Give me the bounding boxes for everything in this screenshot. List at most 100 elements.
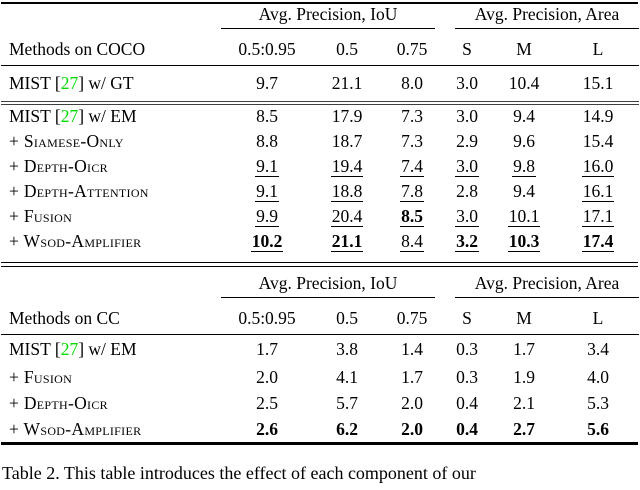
- group-header-iou-label: Avg. Precision, IoU: [221, 4, 436, 29]
- metric-cell: 10.3: [507, 230, 541, 253]
- metric-cell: 4.1: [336, 366, 358, 387]
- method-label: + Depth-Oicr: [9, 392, 108, 413]
- metric-cell: 4.0: [587, 366, 609, 387]
- metric-cell: 3.8: [336, 338, 358, 359]
- metric-cell: 15.1: [557, 65, 640, 102]
- table-separator-double-rule: [1, 262, 638, 267]
- column-header-row: Methods on COCO 0.5:0.95 0.5 0.75 S M L: [1, 34, 640, 66]
- metric-cell: 2.0: [401, 418, 423, 439]
- table-row: + Wsod-Amplifier 10.2 21.1 8.4 3.2 10.3 …: [1, 229, 639, 254]
- metric-cell: 9.7: [221, 65, 313, 102]
- group-header-area-label: Avg. Precision, Area: [455, 273, 640, 298]
- method-label: + Depth-Oicr: [9, 156, 108, 176]
- row-label-header: Methods on CC: [1, 303, 221, 335]
- table-row: MIST [27] w/ EM 1.7 3.8 1.4 0.3 1.7 3.4: [1, 334, 639, 364]
- group-header-area: Avg. Precision, Area: [443, 4, 640, 34]
- metric-cell: 0.3: [456, 366, 478, 387]
- metric-cell: 9.6: [513, 131, 535, 151]
- group-header-row: Avg. Precision, IoU Avg. Precision, Area: [1, 273, 640, 303]
- metric-cell: 21.1: [330, 230, 364, 253]
- col-header: L: [557, 303, 640, 335]
- metric-cell: 3.4: [587, 338, 609, 359]
- metric-cell: 5.6: [587, 418, 609, 439]
- col-header: M: [491, 34, 558, 66]
- metric-cell: 3.0: [443, 65, 492, 102]
- metric-cell: 9.4: [513, 106, 535, 127]
- metric-cell: 19.4: [330, 155, 364, 178]
- metric-cell: 2.7: [513, 418, 535, 439]
- metric-cell: 17.1: [581, 205, 615, 228]
- table-top-rule: [1, 2, 638, 4]
- method-label: + Fusion: [9, 206, 73, 226]
- metric-cell: 6.2: [336, 418, 358, 439]
- table-row: + Wsod-Amplifier 2.6 6.2 2.0 0.4 2.7 5.6: [1, 416, 639, 442]
- metric-cell: 8.8: [256, 131, 278, 151]
- metric-cell: 3.0: [456, 106, 478, 127]
- metric-cell: 2.5: [256, 392, 278, 413]
- method-label: + Wsod-Amplifier: [9, 418, 142, 439]
- col-header: S: [443, 303, 492, 335]
- metric-cell: 15.4: [582, 131, 614, 151]
- metric-cell: 0.3: [456, 338, 478, 359]
- table-row: + Fusion 2.0 4.1 1.7 0.3 1.9 4.0: [1, 364, 639, 390]
- group-header-area-label: Avg. Precision, Area: [455, 4, 640, 29]
- method-label: MIST [27] w/ GT: [1, 65, 221, 102]
- metric-cell: 7.3: [401, 106, 423, 127]
- coco-results-table: Avg. Precision, IoU Avg. Precision, Area…: [1, 4, 640, 254]
- metric-cell: 2.1: [513, 392, 535, 413]
- metric-cell: 7.3: [401, 131, 423, 151]
- metric-cell: 2.9: [456, 131, 478, 151]
- citation-link[interactable]: 27: [60, 72, 79, 93]
- metric-cell: 3.2: [455, 230, 479, 253]
- double-rule-gap: [1, 101, 640, 105]
- col-header: L: [557, 34, 640, 66]
- metric-cell: 17.9: [331, 106, 363, 127]
- metric-cell: 0.4: [456, 392, 478, 413]
- table-row: + Fusion 9.9 20.4 8.5 3.0 10.1 17.1: [1, 204, 639, 229]
- metric-cell: 9.8: [512, 155, 536, 178]
- metric-cell: 10.4: [491, 65, 558, 102]
- metric-cell: 2.0: [256, 366, 278, 387]
- group-header-row: Avg. Precision, IoU Avg. Precision, Area: [1, 4, 640, 34]
- method-label: MIST [27] w/ EM: [9, 106, 137, 127]
- corner-cell: [1, 273, 221, 303]
- table-row: + Depth-Oicr 9.1 19.4 7.4 3.0 9.8 16.0: [1, 154, 639, 179]
- metric-cell: 10.2: [250, 230, 284, 253]
- group-header-area: Avg. Precision, Area: [443, 273, 640, 303]
- method-label: + Siamese-Only: [9, 131, 124, 151]
- corner-cell: [1, 4, 221, 34]
- citation-link[interactable]: 27: [60, 338, 79, 359]
- metric-cell: 7.8: [400, 180, 424, 203]
- table-row: MIST [27] w/ GT 9.7 21.1 8.0 3.0 10.4 15…: [1, 65, 640, 102]
- metric-cell: 9.4: [513, 181, 535, 201]
- row-label-header: Methods on COCO: [1, 34, 221, 66]
- metric-cell: 1.7: [401, 366, 423, 387]
- col-header: 0.5:0.95: [221, 34, 313, 66]
- table-caption: Table 2. This table introduces the effec…: [2, 463, 476, 483]
- metric-cell: 2.6: [256, 418, 278, 439]
- table-row: + Depth-Attention 9.1 18.8 7.8 2.8 9.4 1…: [1, 179, 639, 204]
- method-label: + Fusion: [9, 366, 73, 387]
- metric-cell: 8.5: [256, 106, 278, 127]
- metric-cell: 8.0: [381, 65, 444, 102]
- metric-cell: 16.0: [581, 155, 615, 178]
- table-row: + Siamese-Only 8.8 18.7 7.3 2.9 9.6 15.4: [1, 129, 639, 154]
- metric-cell: 5.3: [587, 392, 609, 413]
- col-header: 0.75: [381, 303, 444, 335]
- col-header: 0.5: [313, 303, 381, 335]
- citation-link[interactable]: 27: [60, 106, 79, 127]
- metric-cell: 2.8: [456, 181, 478, 201]
- col-header: M: [491, 303, 558, 335]
- metric-cell: 10.1: [507, 205, 541, 228]
- method-label: MIST [27] w/ EM: [9, 338, 137, 359]
- metric-cell: 20.4: [330, 205, 364, 228]
- col-header: S: [443, 34, 492, 66]
- metric-cell: 1.7: [256, 338, 278, 359]
- group-header-iou-label: Avg. Precision, IoU: [221, 273, 436, 298]
- col-header: 0.75: [381, 34, 444, 66]
- metric-cell: 8.5: [400, 205, 424, 228]
- metric-cell: 3.0: [455, 205, 479, 228]
- metric-cell: 5.7: [336, 392, 358, 413]
- metric-cell: 14.9: [582, 106, 614, 127]
- metric-cell: 9.1: [255, 155, 279, 178]
